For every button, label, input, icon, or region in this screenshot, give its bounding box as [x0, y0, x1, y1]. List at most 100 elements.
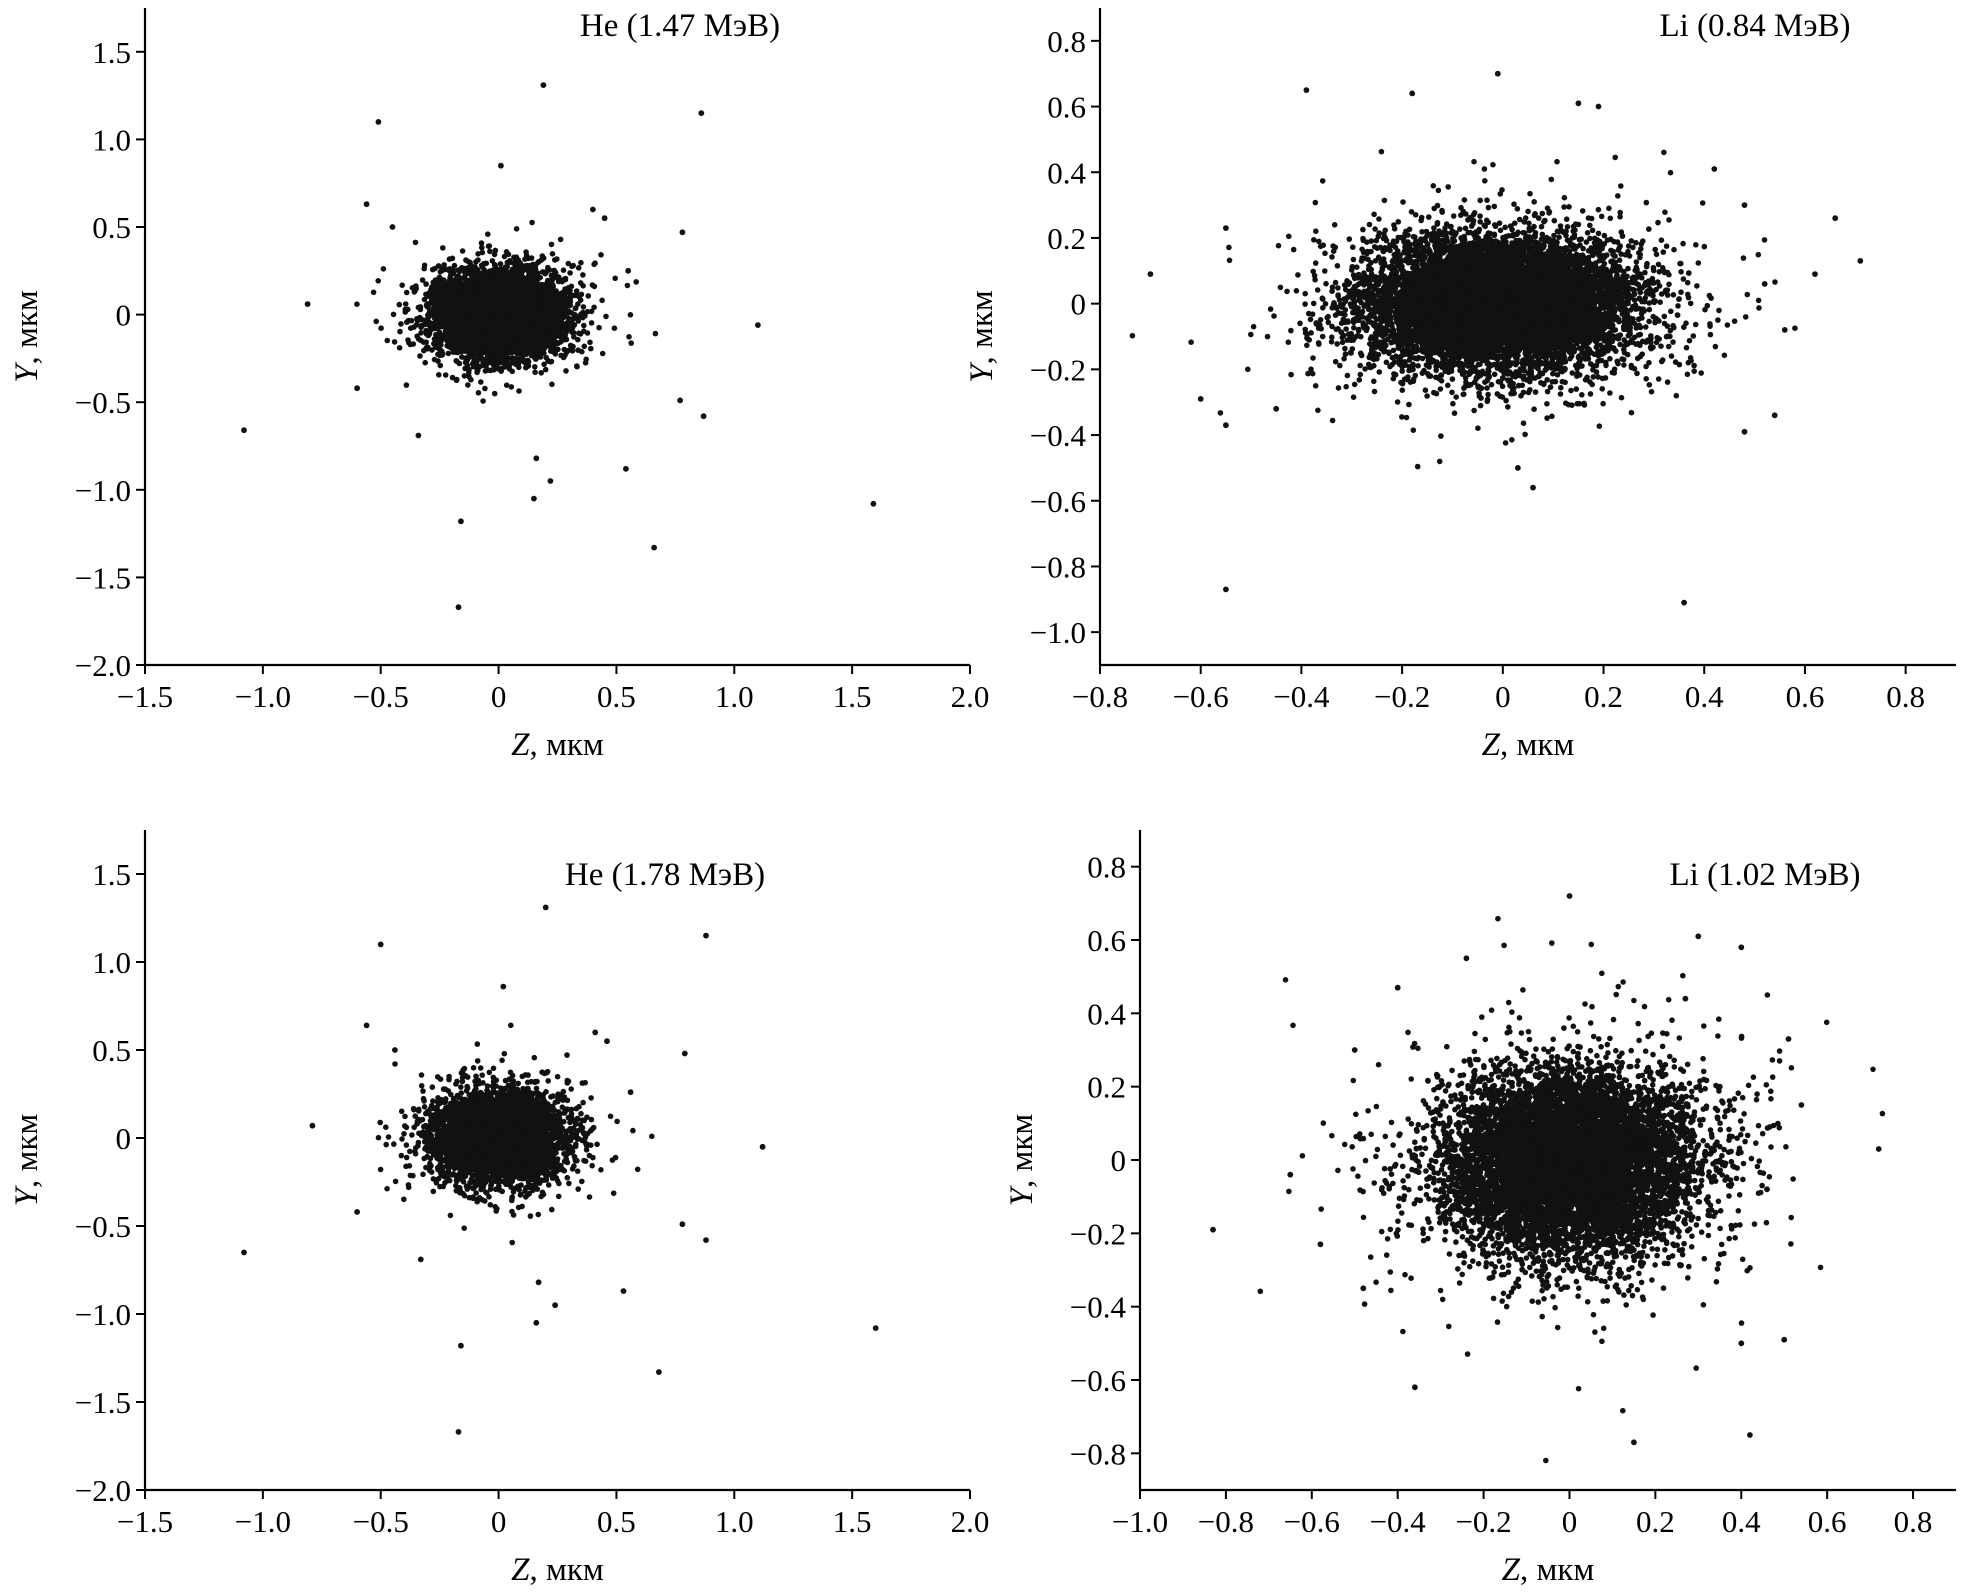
data-point: [576, 330, 582, 336]
data-point: [628, 312, 634, 318]
data-point: [489, 357, 495, 363]
data-point: [422, 263, 428, 269]
data-point: [397, 302, 403, 308]
data-point: [603, 314, 609, 320]
data-point: [567, 270, 573, 276]
data-point: [454, 359, 460, 365]
data-point: [404, 382, 410, 388]
data-point: [581, 304, 587, 310]
data-point: [478, 379, 484, 385]
data-point: [574, 363, 580, 369]
data-point: [612, 276, 618, 282]
data-point: [570, 348, 576, 354]
data-point: [596, 325, 602, 331]
data-point: [533, 352, 539, 358]
data-point: [483, 356, 489, 362]
data-point: [479, 240, 485, 246]
data-point: [438, 269, 444, 275]
data-point: [418, 307, 424, 313]
data-point: [562, 347, 568, 353]
data-point: [436, 372, 442, 378]
data-point: [550, 251, 556, 257]
data-point: [430, 267, 436, 273]
data-point: [612, 325, 618, 331]
data-point: [492, 252, 498, 258]
data-point: [492, 391, 498, 397]
data-point: [523, 365, 529, 371]
data-point: [565, 298, 571, 304]
data-point: [480, 250, 486, 256]
data-point: [354, 301, 360, 307]
data-point: [576, 265, 582, 271]
data-point: [592, 284, 598, 290]
data-point: [586, 293, 592, 299]
data-point: [516, 388, 522, 394]
data-point: [505, 362, 511, 368]
data-point: [443, 372, 449, 378]
data-point: [371, 290, 377, 296]
data-point: [447, 256, 453, 262]
data-point: [422, 360, 428, 366]
data-point: [600, 351, 606, 357]
data-point: [581, 323, 587, 329]
data-points: [241, 82, 876, 610]
data-point: [381, 266, 387, 272]
data-point: [378, 325, 384, 331]
data-point: [591, 305, 597, 311]
data-point: [375, 278, 381, 284]
data-point: [580, 272, 586, 278]
data-point: [509, 384, 515, 390]
data-point: [450, 375, 456, 381]
data-point: [582, 344, 588, 350]
data-point: [422, 322, 428, 328]
data-point: [487, 249, 493, 255]
data-point: [398, 321, 404, 327]
data-point: [568, 343, 574, 349]
data-point: [575, 337, 581, 343]
data-point: [480, 398, 486, 404]
data-point: [440, 245, 446, 251]
data-point: [563, 368, 569, 374]
data-point: [576, 294, 582, 300]
data-point: [507, 260, 513, 266]
data-point: [448, 272, 454, 278]
data-point: [485, 231, 491, 237]
data-point: [626, 334, 632, 340]
data-point: [524, 359, 530, 365]
data-point: [460, 248, 466, 254]
data-point: [588, 346, 594, 352]
data-point: [561, 267, 567, 273]
data-point: [498, 261, 504, 267]
data-point: [633, 279, 639, 285]
data-point: [573, 305, 579, 311]
data-point: [625, 283, 631, 289]
data-point: [540, 253, 546, 259]
data-point: [373, 319, 379, 325]
data-point: [408, 325, 414, 331]
data-point: [418, 330, 424, 336]
data-point: [474, 370, 480, 376]
data-point: [469, 270, 475, 276]
data-point: [399, 282, 405, 288]
data-point: [558, 237, 564, 243]
data-point: [561, 355, 567, 361]
data-point: [587, 340, 593, 346]
data-point: [581, 328, 587, 334]
data-point: [549, 242, 555, 248]
data-point: [653, 331, 659, 337]
data-point: [467, 345, 473, 351]
data-point: [417, 315, 423, 321]
data-point: [446, 351, 452, 357]
data-point: [567, 303, 573, 309]
data-point: [391, 312, 397, 318]
data-point: [447, 266, 453, 272]
data-point: [454, 345, 460, 351]
data-point: [471, 364, 477, 370]
data-point: [509, 369, 515, 375]
data-point: [397, 329, 403, 335]
data-point: [409, 318, 415, 324]
scatter-panel-1: −1.5 −1.0 −0.5 0 0.5 1.0 1.5 2.0−2.0−1.5−1.0−0.…: [9, 8, 989, 763]
data-point: [465, 382, 471, 388]
data-point: [385, 338, 391, 344]
